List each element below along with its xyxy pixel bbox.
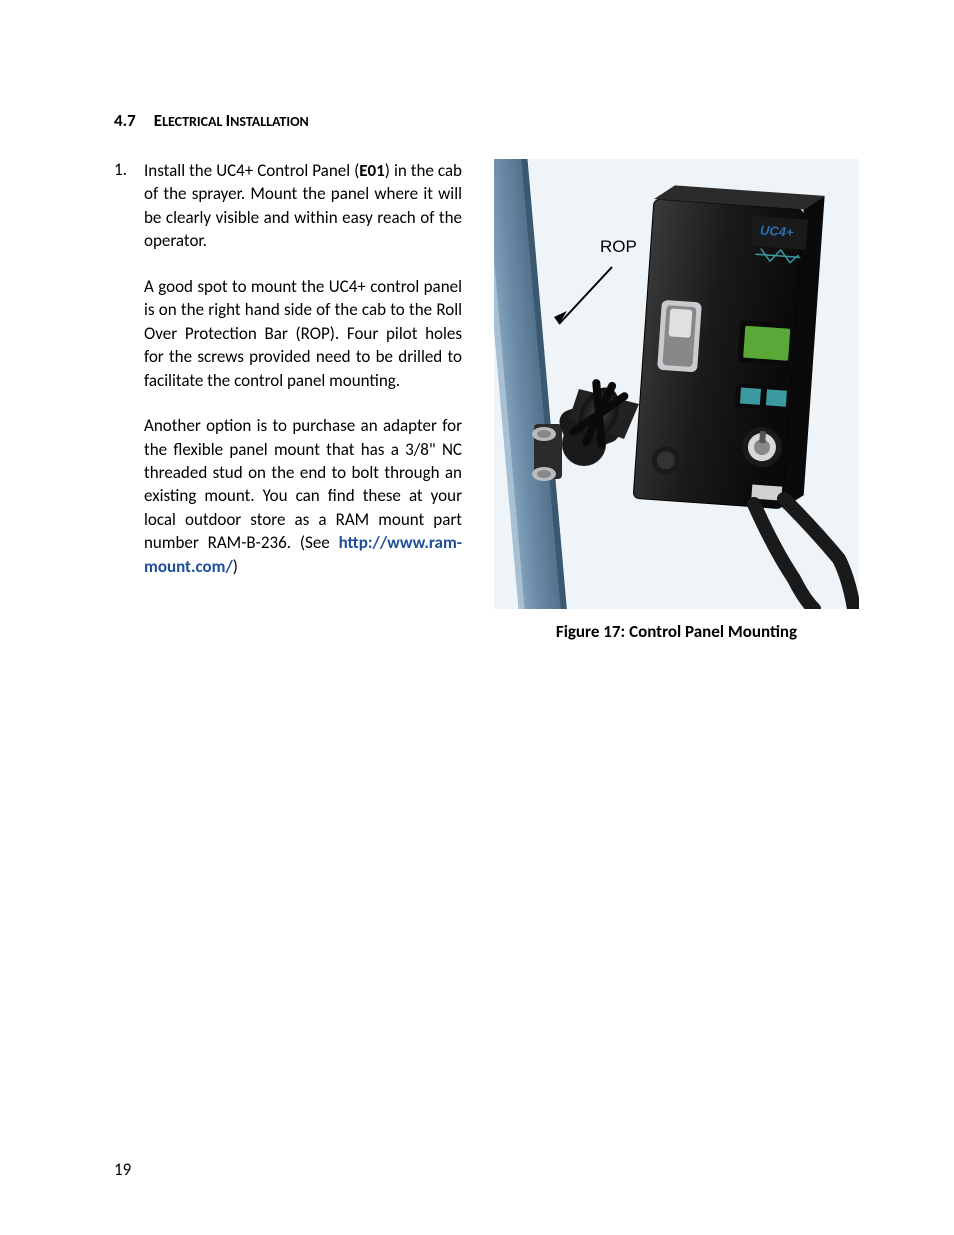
svg-text:UC4+: UC4+ — [760, 222, 795, 239]
page-number: 19 — [114, 1159, 131, 1180]
figure-column: UC4+ — [494, 159, 859, 642]
paragraph-2: A good spot to mount the UC4+ control pa… — [144, 275, 462, 392]
section-number: 4.7 — [114, 110, 136, 131]
paragraph-3: Another option is to purchase an adapter… — [144, 414, 462, 578]
figure-caption: Figure 17: Control Panel Mounting — [494, 621, 859, 642]
paragraph-1: Install the UC4+ Control Panel (E01) in … — [144, 159, 462, 253]
list-number: 1. — [114, 159, 144, 578]
figure-17-image: UC4+ — [494, 159, 859, 609]
section-title: ELECTRICAL INSTALLATION — [154, 110, 309, 131]
text-column: 1. Install the UC4+ Control Panel (E01) … — [114, 159, 462, 578]
section-heading: 4.7 ELECTRICAL INSTALLATION — [114, 110, 862, 131]
list-item: 1. Install the UC4+ Control Panel (E01) … — [114, 159, 462, 578]
rop-label: ROP — [600, 237, 637, 257]
list-body: Install the UC4+ Control Panel (E01) in … — [144, 159, 462, 578]
